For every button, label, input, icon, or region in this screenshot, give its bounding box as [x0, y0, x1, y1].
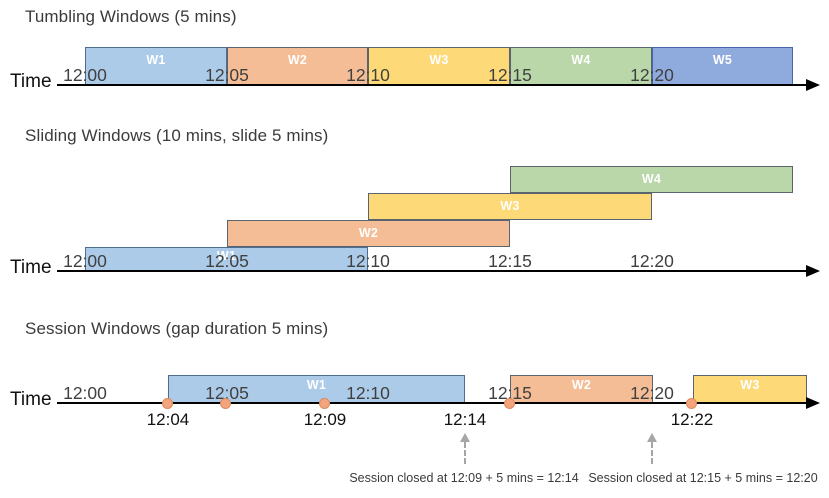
sliding-window-w3 [368, 193, 652, 220]
window-label: W2 [287, 53, 308, 67]
event-time-label: 12:09 [303, 410, 347, 429]
annotation-arrow-up-icon [647, 433, 657, 442]
axis-arrowhead-icon [806, 397, 820, 409]
tick-label: 12:15 [488, 383, 532, 403]
tick-label: 12:05 [205, 251, 249, 271]
time-axis-line [57, 270, 807, 272]
tick-label: 12:20 [630, 65, 674, 85]
window-label: W4 [571, 53, 591, 67]
event-dot [162, 398, 173, 409]
annotation-text: Session closed at 12:09 + 5 mins = 12:14 [349, 471, 579, 485]
time-axis-label: Time [10, 389, 52, 410]
window-label: W1 [306, 378, 327, 392]
tick-label: 12:15 [488, 65, 532, 85]
event-dot [220, 398, 231, 409]
session-window-w2 [510, 375, 653, 403]
time-axis-label: Time [10, 71, 52, 92]
tick-label: 12:00 [63, 251, 107, 271]
window-label: W2 [571, 378, 592, 392]
window-label: W3 [429, 53, 449, 67]
sliding-section-title: Sliding Windows (10 mins, slide 5 mins) [25, 126, 329, 145]
event-dot [319, 398, 330, 409]
tick-label: 12:00 [63, 65, 107, 85]
time-axis-line [57, 402, 807, 404]
sliding-window-w4 [510, 166, 793, 193]
annotation-arrow-line [651, 442, 653, 464]
annotation-arrow-line [464, 442, 466, 464]
tick-label: 12:05 [205, 65, 249, 85]
tick-label: 12:10 [346, 383, 390, 403]
tick-label: 12:05 [205, 383, 249, 403]
event-time-label: 12:22 [670, 410, 714, 429]
window-label: W3 [500, 199, 520, 213]
tumbling-window-w4 [510, 47, 652, 85]
tick-label: 12:00 [63, 383, 107, 403]
window-label: W4 [641, 172, 662, 186]
annotation-arrow-up-icon [460, 433, 470, 442]
axis-arrowhead-icon [806, 265, 820, 277]
window-label: W3 [740, 378, 760, 392]
sliding-window-w1 [85, 247, 368, 271]
tumbling-section-title: Tumbling Windows (5 mins) [25, 7, 237, 26]
axis-arrowhead-icon [806, 79, 820, 91]
time-axis-line [57, 84, 807, 86]
tick-label: 12:10 [346, 65, 390, 85]
tick-label: 12:20 [630, 251, 674, 271]
tick-label: 12:10 [346, 251, 390, 271]
annotation-text: Session closed at 12:15 + 5 mins = 12:20 [588, 471, 818, 485]
tick-label: 12:15 [488, 251, 532, 271]
window-label: W1 [146, 53, 166, 67]
session-window-w1 [168, 375, 465, 403]
event-time-label: 12:04 [146, 410, 190, 429]
window-label: W5 [712, 53, 733, 67]
event-dot [504, 398, 515, 409]
tick-label: 12:20 [630, 383, 674, 403]
event-dot [686, 398, 697, 409]
event-time-label: 12:14 [443, 410, 487, 429]
window-label: W2 [358, 226, 379, 240]
window-label: W1 [216, 249, 237, 263]
time-axis-label: Time [10, 257, 52, 278]
session-section-title: Session Windows (gap duration 5 mins) [25, 319, 329, 338]
tumbling-window-w3 [368, 47, 510, 85]
sliding-window-w2 [227, 220, 510, 247]
